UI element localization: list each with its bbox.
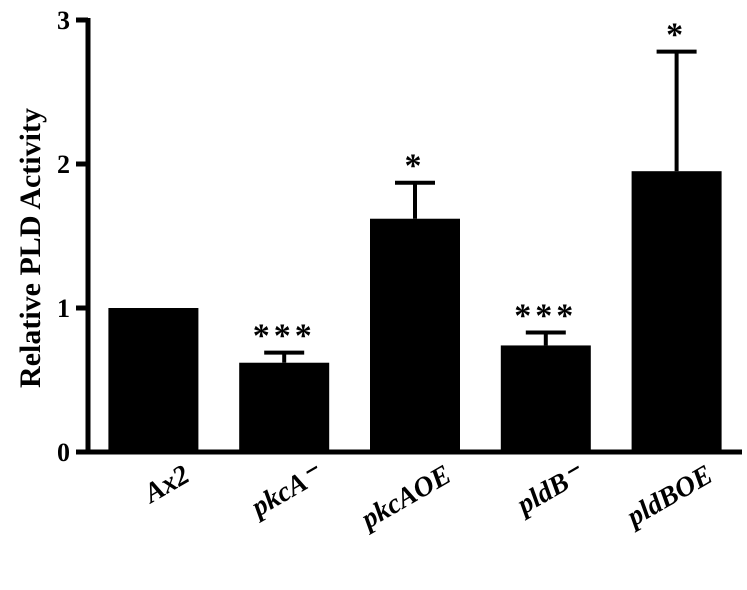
- y-ticks-group: 0 1 2 3: [57, 6, 88, 467]
- bar: [239, 362, 330, 452]
- bar: [631, 171, 722, 452]
- bars-group: [108, 171, 722, 452]
- x-tick-label: pkcA⁻: [244, 458, 328, 524]
- x-tick-label: pldBOE: [620, 459, 718, 534]
- x-tick-label: pldB⁻: [510, 458, 590, 522]
- significance-group: ********: [253, 17, 687, 355]
- bar: [370, 218, 460, 452]
- y-tick-label: 3: [57, 6, 70, 35]
- bar: [108, 308, 199, 452]
- bar: [500, 345, 591, 452]
- x-tick-label: Ax2: [137, 459, 195, 510]
- x-tick-label: pkcAOE: [354, 459, 456, 536]
- y-tick-label: 2: [57, 150, 70, 179]
- significance-marker: ***: [514, 297, 577, 334]
- y-tick-label: 0: [57, 438, 70, 467]
- x-labels-group: Ax2 pkcA⁻ pkcAOE pldB⁻ pldBOE: [137, 458, 718, 536]
- y-tick-label: 1: [57, 294, 70, 323]
- significance-marker: *: [405, 148, 426, 185]
- significance-marker: *: [666, 17, 687, 54]
- error-bars-group: [264, 49, 697, 363]
- y-axis-label: Relative PLD Activity: [14, 108, 47, 388]
- axes-group: [85, 18, 742, 455]
- significance-marker: ***: [253, 318, 316, 355]
